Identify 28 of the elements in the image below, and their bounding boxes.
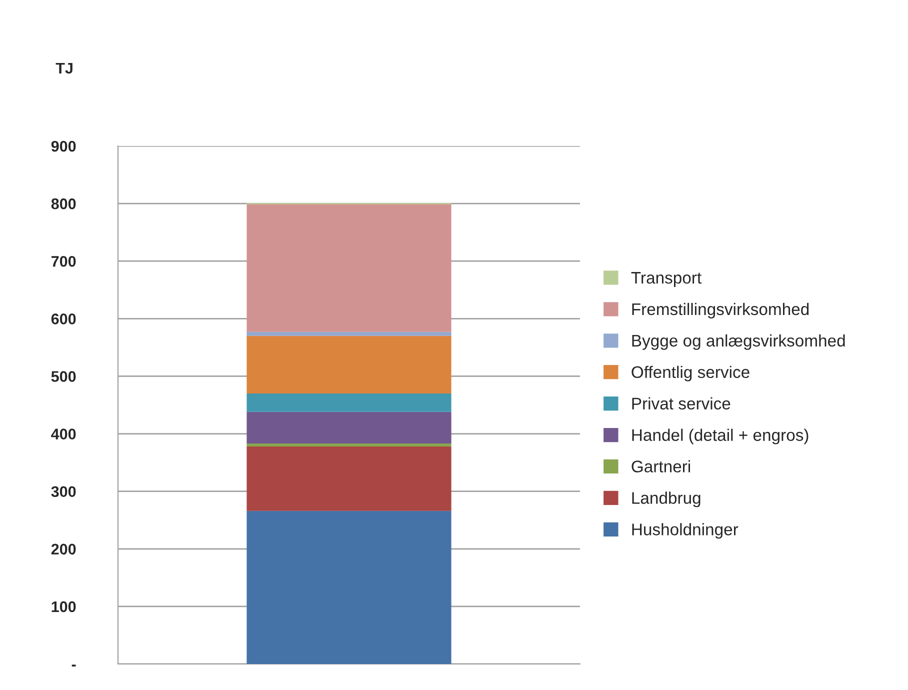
legend-label: Transport <box>631 272 702 287</box>
legend-label: Husholdninger <box>632 523 738 539</box>
y-tick-label: 300 <box>51 486 76 498</box>
bar <box>246 444 452 446</box>
bar <box>246 332 452 336</box>
legend-label: Handel (detail + engros) <box>632 428 808 444</box>
y-axis-title: TJ <box>56 62 72 74</box>
y-tick-label: 800 <box>51 198 76 210</box>
y-tick-label: 400 <box>51 428 76 440</box>
y-tick-label: 900 <box>51 140 76 152</box>
legend-label: Gartneri <box>632 460 690 472</box>
bar <box>246 510 452 664</box>
y-tick-label: 600 <box>51 314 76 324</box>
y-tick-label: 200 <box>51 544 76 555</box>
legend-label: Landbrug <box>632 492 700 508</box>
y-tick-label: 100 <box>52 601 76 612</box>
bar <box>246 336 452 394</box>
y-tick-label: - <box>72 664 76 666</box>
bar <box>246 393 452 412</box>
bar <box>246 204 452 332</box>
legend-label: Fremstillingsvirksomhed <box>632 302 809 318</box>
legend-label: Privat service <box>632 397 730 410</box>
bar <box>246 412 452 444</box>
y-tick-label: 500 <box>51 371 76 382</box>
legend-label: Offentlig service <box>632 366 750 382</box>
legend-label: Bygge og anlægsvirksomhed <box>632 334 845 350</box>
y-tick-label: 700 <box>52 256 76 267</box>
bar <box>246 446 452 511</box>
